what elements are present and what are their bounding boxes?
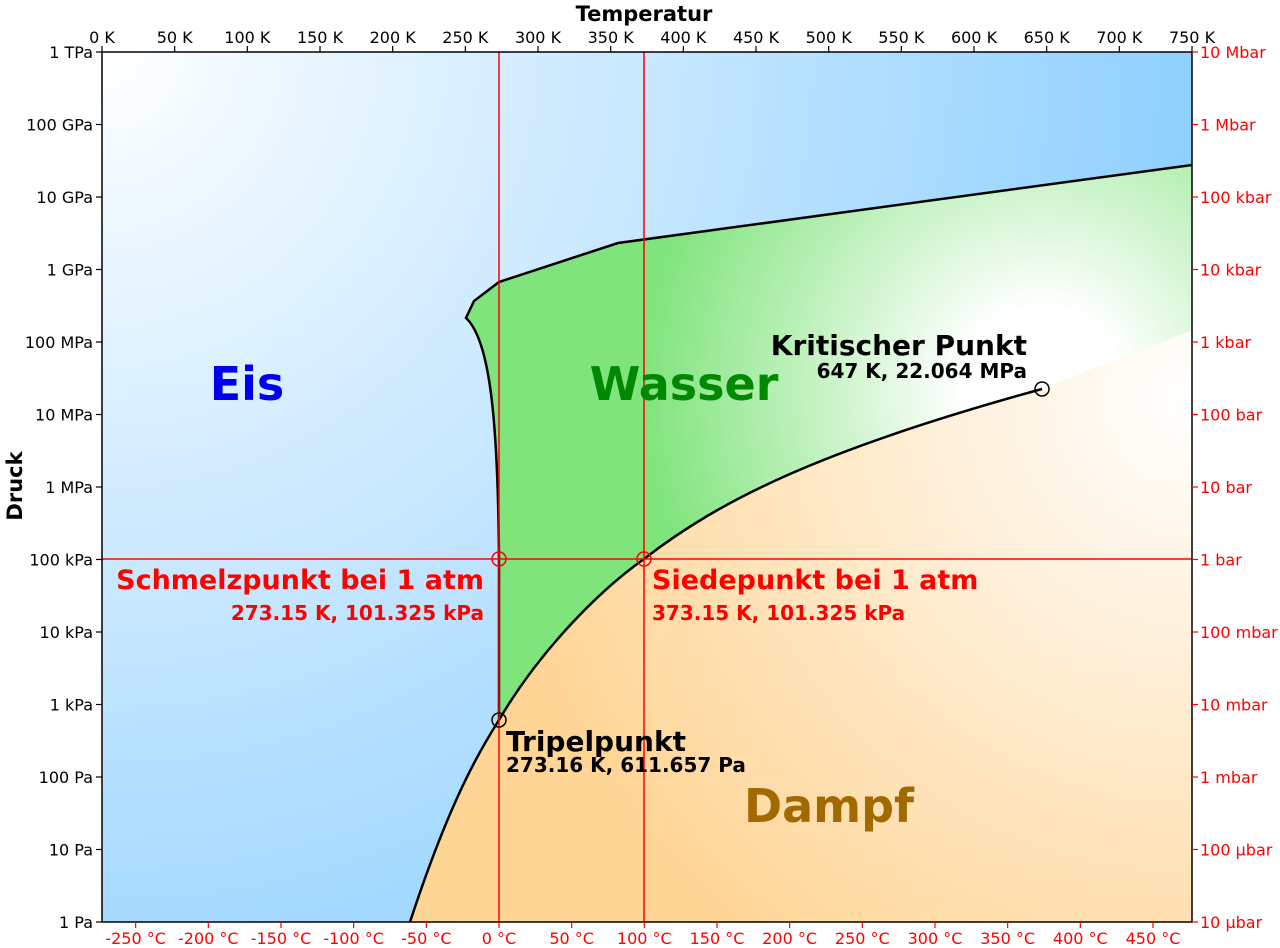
top-tick-label: 400 K (660, 28, 707, 47)
left-tick-label: 100 Pa (39, 768, 93, 787)
top-tick-label: 350 K (588, 28, 635, 47)
top-tick-label: 500 K (806, 28, 853, 47)
top-tick-label: 150 K (297, 28, 344, 47)
right-tick-label: 10 mbar (1200, 696, 1268, 715)
bottom-tick-label: 350 °C (980, 929, 1035, 948)
right-tick-label: 10 bar (1200, 478, 1252, 497)
sublimation-curve (408, 719, 501, 923)
top-tick-label: 550 K (878, 28, 925, 47)
left-tick-label: 100 GPa (26, 116, 93, 135)
melting-point-marker (491, 551, 507, 567)
top-tick-label: 450 K (733, 28, 780, 47)
bottom-tick-label: 400 °C (1053, 929, 1108, 948)
top-tick-label: 100 K (224, 28, 271, 47)
right-tick-label: 10 µbar (1200, 913, 1263, 932)
bottom-tick-label: 300 °C (908, 929, 963, 948)
right-tick-label: 100 bar (1200, 406, 1263, 425)
water-region (466, 165, 1192, 720)
bottom-tick-label: 0 °C (482, 929, 516, 948)
right-tick-label: 100 mbar (1200, 623, 1278, 642)
melting-point-title: Schmelzpunkt bei 1 atm (116, 565, 484, 596)
top-tick-label: 0 K (89, 28, 115, 47)
bottom-tick-label: 50 °C (549, 929, 594, 948)
top-tick-label: 250 K (442, 28, 489, 47)
ice-label: Eis (210, 357, 285, 411)
bottom-tick-label: 200 °C (762, 929, 817, 948)
top-tick-label: 50 K (157, 28, 193, 47)
left-tick-label: 1 TPa (49, 43, 93, 62)
melting-point-value: 273.15 K, 101.325 kPa (231, 601, 484, 625)
triple-point-value: 273.16 K, 611.657 Pa (506, 753, 746, 777)
top-tick-label: 700 K (1096, 28, 1143, 47)
top-tick-label: 200 K (370, 28, 417, 47)
left-tick-label: 10 MPa (35, 406, 93, 425)
bottom-tick-label: -100 °C (323, 929, 384, 948)
boiling-point-value: 373.15 K, 101.325 kPa (652, 601, 905, 625)
top-tick-label: 650 K (1024, 28, 1071, 47)
right-tick-label: 1 bar (1200, 551, 1242, 570)
left-tick-label: 10 GPa (36, 188, 93, 207)
right-tick-label: 100 kbar (1200, 188, 1272, 207)
vapor-region (410, 330, 1192, 922)
bottom-tick-label: 150 °C (690, 929, 745, 948)
left-tick-label: 100 MPa (25, 333, 93, 352)
boiling-point-marker (636, 551, 652, 567)
left-axis-title: Druck (3, 450, 27, 520)
right-tick-label: 1 Mbar (1200, 116, 1256, 135)
left-tick-label: 1 MPa (45, 478, 93, 497)
bottom-tick-label: 450 °C (1126, 929, 1181, 948)
left-tick-label: 100 kPa (29, 551, 93, 570)
water-label: Wasser (590, 357, 779, 411)
triple-point-marker (491, 712, 507, 728)
top-tick-label: 750 K (1169, 28, 1216, 47)
critical-point-marker (1034, 381, 1050, 397)
left-tick-label: 10 Pa (49, 841, 93, 860)
top-tick-label: 300 K (515, 28, 562, 47)
top-tick-label: 600 K (951, 28, 998, 47)
critical-point-title: Kritischer Punkt (771, 329, 1027, 362)
right-tick-label: 10 kbar (1200, 261, 1262, 280)
vapor-label: Dampf (744, 779, 915, 833)
right-tick-label: 100 µbar (1200, 841, 1273, 860)
bottom-tick-label: -150 °C (251, 929, 312, 948)
left-tick-label: 1 kPa (50, 696, 93, 715)
triple-point-title: Tripelpunkt (506, 725, 686, 758)
bottom-tick-label: 100 °C (617, 929, 672, 948)
top-axis-title: Temperatur (576, 2, 713, 26)
bottom-tick-label: -200 °C (178, 929, 239, 948)
critical-point-value: 647 K, 22.064 MPa (817, 359, 1027, 383)
bottom-tick-label: -50 °C (401, 929, 451, 948)
bottom-tick-label: 250 °C (835, 929, 890, 948)
right-tick-label: 1 mbar (1200, 768, 1258, 787)
axis-ticks: 0 K 50 K 100 K 150 K 200 K 250 K 300 K 350 K 400… (25, 28, 1278, 948)
boiling-point-title: Siedepunkt bei 1 atm (652, 565, 978, 596)
left-tick-label: 1 Pa (59, 913, 93, 932)
left-tick-label: 1 GPa (47, 261, 93, 280)
left-tick-label: 10 kPa (40, 623, 93, 642)
right-tick-label: 1 kbar (1200, 333, 1251, 352)
vaporization-curve (497, 387, 1043, 721)
right-tick-label: 10 Mbar (1200, 43, 1266, 62)
bottom-tick-label: -250 °C (105, 929, 166, 948)
